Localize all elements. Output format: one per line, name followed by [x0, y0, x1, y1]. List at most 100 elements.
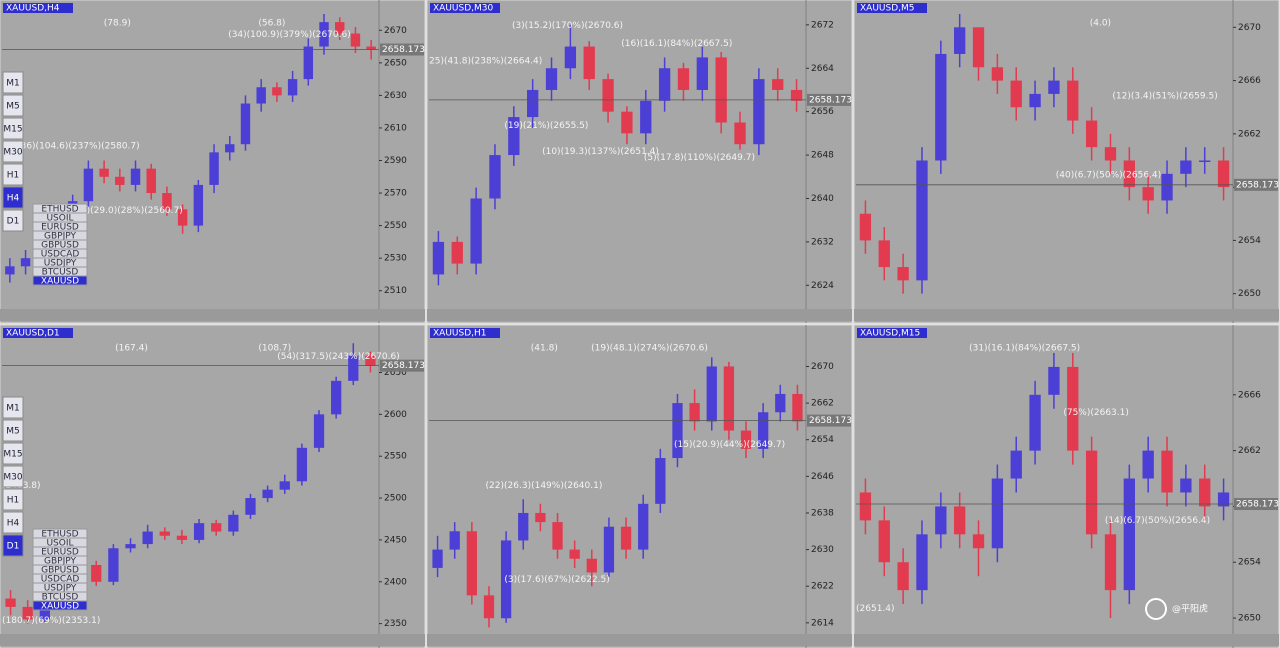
symbol-label[interactable]: USOIL	[46, 539, 73, 549]
symbol-button[interactable]	[32, 275, 88, 286]
candle-body	[991, 67, 1004, 81]
candle-body	[1199, 160, 1211, 162]
symbol-label[interactable]: XAUUSD	[41, 602, 79, 612]
timeframe-button[interactable]	[2, 511, 24, 534]
y-tick-label: 2670	[1238, 23, 1261, 33]
annotation: (19)(21%)(2655.5)	[504, 121, 588, 131]
timeframe-label[interactable]: H1	[7, 171, 20, 181]
candle-body	[83, 168, 94, 202]
candle-body	[620, 526, 632, 550]
candle-body	[935, 506, 947, 535]
symbol-label[interactable]: GBPJPY	[44, 557, 76, 567]
candle-body	[211, 523, 222, 532]
candle-body	[1048, 366, 1060, 395]
symbol-label[interactable]: USDCAD	[41, 250, 80, 260]
candle-body	[5, 598, 16, 607]
timeframe-label[interactable]: M5	[6, 427, 20, 437]
timeframe-button[interactable]	[2, 465, 24, 488]
candle-body	[527, 89, 539, 118]
timeframe-label[interactable]: D1	[7, 542, 20, 552]
candle-body	[552, 522, 563, 550]
symbol-label[interactable]: EURUSD	[41, 223, 79, 233]
timeframe-label[interactable]: D1	[7, 217, 20, 227]
timeframe-button[interactable]	[2, 534, 24, 557]
chart-title: XAUUSD,M30	[433, 4, 493, 14]
symbol-label[interactable]: USDJPY	[44, 259, 77, 269]
candle-body	[792, 393, 803, 422]
symbol-label[interactable]: ETHUSD	[41, 205, 78, 215]
timeframe-label[interactable]: M5	[6, 102, 20, 112]
symbol-label[interactable]: GBPJPY	[44, 232, 76, 242]
y-tick-label: 2650	[384, 368, 407, 378]
timeframe-label[interactable]: M15	[3, 125, 22, 135]
timeframe-label[interactable]: M30	[3, 473, 22, 483]
candle-body	[655, 458, 666, 504]
candle-body	[916, 160, 928, 281]
annotation: (56.8)	[258, 18, 285, 28]
timeframe-label[interactable]: H4	[7, 519, 20, 529]
timeframe-button[interactable]	[2, 140, 24, 163]
timeframe-button[interactable]	[2, 396, 24, 419]
y-tick-label: 2500	[384, 494, 407, 504]
candle-body	[1217, 160, 1230, 188]
candle-body	[1217, 492, 1230, 507]
candle-body	[142, 531, 153, 545]
timeframe-button[interactable]	[2, 117, 24, 140]
last-price-label: 2658.173	[1236, 180, 1279, 190]
symbol-label[interactable]: USDJPY	[44, 584, 77, 594]
annotation: 25)(41.8)(238%)(2664.4)	[429, 56, 542, 66]
candle-body	[1161, 450, 1173, 493]
timeframe-button[interactable]	[2, 209, 24, 232]
candle-body	[1067, 366, 1079, 451]
timeframe-label[interactable]: H1	[7, 496, 20, 506]
candle-body	[146, 168, 156, 194]
y-tick-label: 2450	[384, 535, 407, 545]
candle-body	[1085, 120, 1098, 148]
timeframe-label[interactable]: M30	[3, 148, 22, 158]
timeframe-button[interactable]	[2, 94, 24, 117]
timeframe-label[interactable]: M1	[6, 404, 20, 414]
timeframe-button[interactable]	[2, 71, 24, 94]
y-tick-label: 2600	[384, 410, 407, 420]
symbol-label[interactable]: USOIL	[46, 214, 73, 224]
symbol-label[interactable]: ETHUSD	[41, 530, 78, 540]
symbol-label[interactable]: BTCUSD	[42, 268, 79, 278]
candle-body	[449, 531, 460, 550]
candle-body	[483, 595, 495, 619]
last-price-box	[807, 414, 851, 427]
timeframe-label[interactable]: M1	[6, 79, 20, 89]
last-price-label: 2658.173	[382, 45, 425, 55]
candle-body	[272, 87, 282, 96]
y-tick-label: 2650	[1238, 614, 1261, 624]
candle-body	[753, 79, 765, 145]
annotation: (78.9)	[104, 18, 131, 28]
candle-body	[897, 562, 909, 591]
title-box	[430, 3, 500, 13]
y-tick-label: 2654	[811, 435, 834, 445]
symbol-label[interactable]: BTCUSD	[42, 593, 79, 603]
annotation: (19)(48.1)(274%)(2670.6)	[591, 343, 708, 353]
candle-body	[99, 168, 109, 177]
timeframe-button[interactable]	[2, 186, 24, 209]
timeframe-label[interactable]: H4	[7, 194, 20, 204]
candle-body	[897, 267, 909, 281]
timeframe-button[interactable]	[2, 163, 24, 186]
candle-body	[740, 430, 752, 449]
timeframe-button[interactable]	[2, 419, 24, 442]
timeframe-button[interactable]	[2, 488, 24, 511]
candle-body	[677, 68, 690, 90]
symbol-label[interactable]: GBPUSD	[41, 241, 79, 251]
annotation: (16)(16.1)(84%)(2667.5)	[621, 39, 732, 49]
annotation: (22)(26.3)(149%)(2640.1)	[486, 481, 603, 491]
y-tick-label: 2510	[384, 286, 407, 296]
symbol-button[interactable]	[32, 600, 88, 611]
symbol-label[interactable]: EURUSD	[41, 548, 79, 558]
time-axis-strip	[427, 309, 852, 321]
symbol-label[interactable]: USDCAD	[41, 575, 80, 585]
symbol-label[interactable]: GBPUSD	[41, 566, 79, 576]
watermark: @平阳虎	[1172, 603, 1208, 615]
symbol-label[interactable]: XAUUSD	[41, 277, 79, 287]
y-tick-label: 2630	[811, 545, 834, 555]
timeframe-label[interactable]: M15	[3, 450, 22, 460]
timeframe-button[interactable]	[2, 442, 24, 465]
